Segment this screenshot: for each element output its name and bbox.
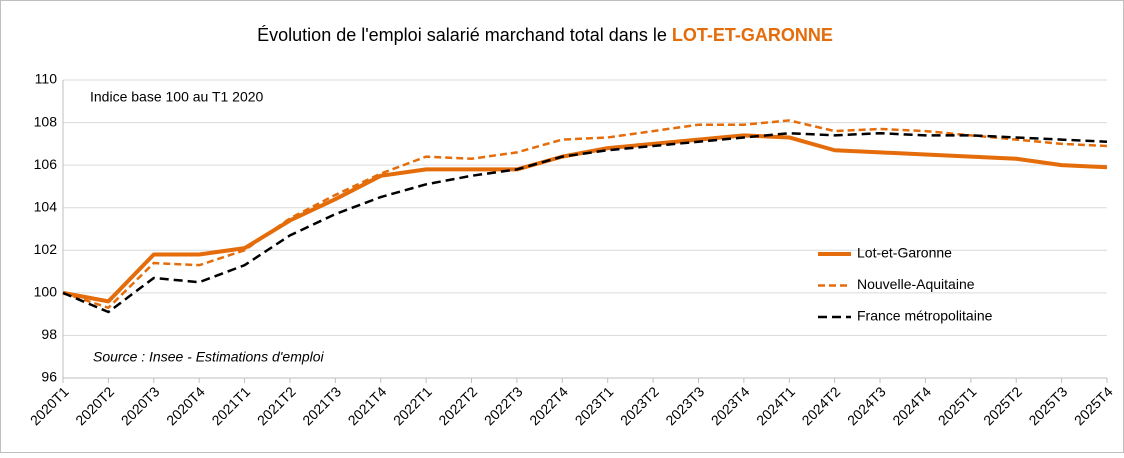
y-tick-label: 102 [34, 241, 58, 257]
chart-title: Évolution de l'emploi salarié marchand t… [257, 25, 833, 45]
legend-label: Lot-et-Garonne [857, 245, 952, 261]
y-tick-label: 100 [34, 284, 58, 300]
legend-label: France métropolitaine [857, 308, 993, 324]
annotation: Source : Insee - Estimations d'emploi [93, 349, 325, 365]
series-line [62, 131, 1108, 314]
y-tick-label: 98 [41, 326, 57, 342]
y-tick-label: 106 [34, 156, 58, 172]
y-tick-label: 110 [35, 71, 58, 87]
y-tick-label: 96 [41, 369, 57, 385]
y-tick-label: 108 [34, 113, 58, 129]
title-highlight: LOT-ET-GARONNE [672, 25, 833, 45]
annotation: Indice base 100 au T1 2020 [90, 89, 264, 105]
legend-label: Nouvelle-Aquitaine [857, 276, 975, 292]
title-text: Évolution de l'emploi salarié marchand t… [257, 25, 672, 45]
y-tick-label: 104 [34, 198, 58, 214]
